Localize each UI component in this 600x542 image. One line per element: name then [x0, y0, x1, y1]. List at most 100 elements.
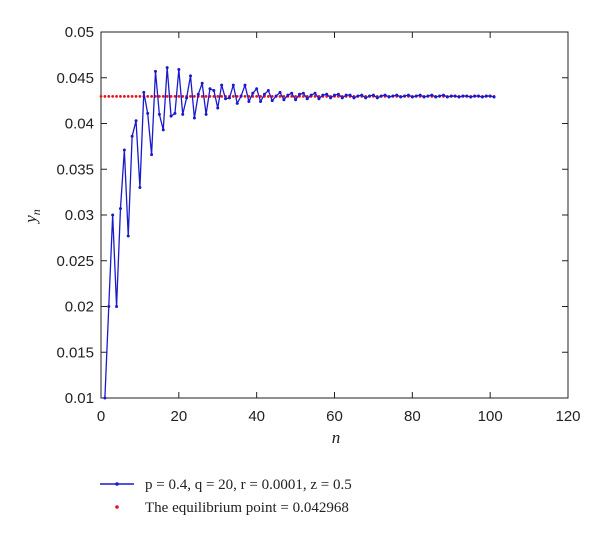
x-tick-label: 20 — [170, 408, 187, 425]
series-point — [410, 95, 414, 99]
series-point — [251, 91, 255, 95]
series-line — [104, 67, 495, 399]
series-point — [480, 95, 484, 99]
series-point — [305, 97, 309, 101]
series-point — [360, 93, 364, 97]
legend: p = 0.4, q = 20, r = 0.0001, z = 0.5 The… — [100, 477, 352, 516]
series-point — [255, 87, 259, 91]
equilibrium-point — [126, 94, 130, 98]
series-point — [414, 94, 418, 98]
equilibrium-point — [115, 94, 118, 98]
equilibrium-point — [138, 94, 142, 98]
series-point — [371, 93, 375, 97]
series-point — [138, 186, 142, 190]
series-point — [247, 100, 251, 104]
y-axis-label: yn — [21, 209, 43, 225]
equilibrium-point — [161, 94, 165, 98]
series-point — [294, 98, 298, 102]
series-point — [340, 96, 344, 100]
equilibrium-point — [216, 94, 220, 98]
series-point — [134, 119, 138, 123]
equilibrium-point — [294, 94, 297, 98]
series-point — [169, 114, 173, 118]
y-tick-label: 0.035 — [56, 161, 94, 178]
series-point — [383, 93, 387, 97]
series-point — [317, 97, 321, 101]
series-point — [189, 74, 193, 78]
series-point — [266, 89, 270, 93]
series-point — [181, 112, 185, 116]
series-point — [173, 111, 177, 115]
series-point — [107, 305, 111, 308]
x-tick-label: 120 — [555, 408, 580, 425]
series-point — [333, 93, 336, 97]
series-point — [142, 90, 146, 94]
series-point — [115, 305, 119, 308]
series-point — [445, 95, 449, 99]
series-point — [406, 93, 410, 97]
series-point — [146, 111, 150, 115]
series-point — [278, 90, 282, 94]
legend-swatch-series-marker — [115, 482, 119, 486]
series-point — [122, 148, 126, 152]
legend-swatch-equilibrium — [115, 505, 119, 509]
series-point — [430, 93, 434, 97]
series-point — [329, 96, 333, 100]
series-point — [368, 94, 372, 98]
y-tick-label: 0.025 — [56, 253, 94, 270]
equilibrium-point — [157, 94, 161, 98]
equilibrium-point — [231, 94, 235, 98]
x-tick-label: 60 — [326, 408, 343, 425]
series-point — [231, 83, 235, 87]
series-point — [484, 94, 488, 98]
legend-label-series: p = 0.4, q = 20, r = 0.0001, z = 0.5 — [145, 477, 352, 493]
equilibrium-point — [266, 94, 270, 98]
series-point — [150, 153, 154, 157]
series-point — [212, 89, 216, 93]
series-point — [321, 93, 325, 97]
series-point — [473, 94, 477, 98]
x-tick-label: 100 — [478, 408, 503, 425]
series-point — [126, 234, 130, 238]
x-axis-label: n — [332, 428, 341, 447]
equilibrium-point — [173, 94, 177, 98]
series-point — [344, 93, 348, 97]
equilibrium-point — [107, 94, 111, 98]
series-point — [243, 83, 247, 87]
series-point — [286, 93, 290, 97]
series-point — [161, 128, 165, 132]
series-point — [379, 94, 383, 98]
series-point — [290, 91, 294, 95]
series-point — [387, 95, 391, 99]
legend-label-equilibrium: The equilibrium point = 0.042968 — [145, 500, 349, 516]
series-point — [476, 94, 480, 98]
y-tick-label: 0.015 — [56, 344, 94, 361]
equilibrium-point — [150, 94, 153, 98]
series-point — [336, 92, 340, 96]
series-point — [461, 94, 465, 98]
series-point — [364, 96, 368, 100]
series-point — [457, 95, 461, 99]
series-point — [375, 96, 379, 100]
series-point — [301, 91, 305, 95]
series-point — [274, 94, 278, 98]
series-point — [453, 94, 457, 98]
series-point — [309, 93, 313, 97]
series-point — [469, 95, 473, 99]
equilibrium-point — [134, 94, 138, 98]
series-point — [449, 94, 453, 98]
series-point — [177, 68, 181, 72]
equilibrium-point — [146, 94, 150, 98]
y-tick-label: 0.045 — [56, 70, 94, 87]
series-point — [118, 207, 122, 211]
series-point — [418, 93, 422, 97]
series-point — [259, 100, 263, 104]
series-point — [224, 97, 228, 101]
series-point — [103, 396, 107, 400]
equilibrium-point — [103, 94, 107, 98]
series-point — [185, 96, 189, 100]
series-point — [434, 95, 438, 99]
series-point — [399, 95, 403, 99]
series-point — [208, 87, 212, 91]
